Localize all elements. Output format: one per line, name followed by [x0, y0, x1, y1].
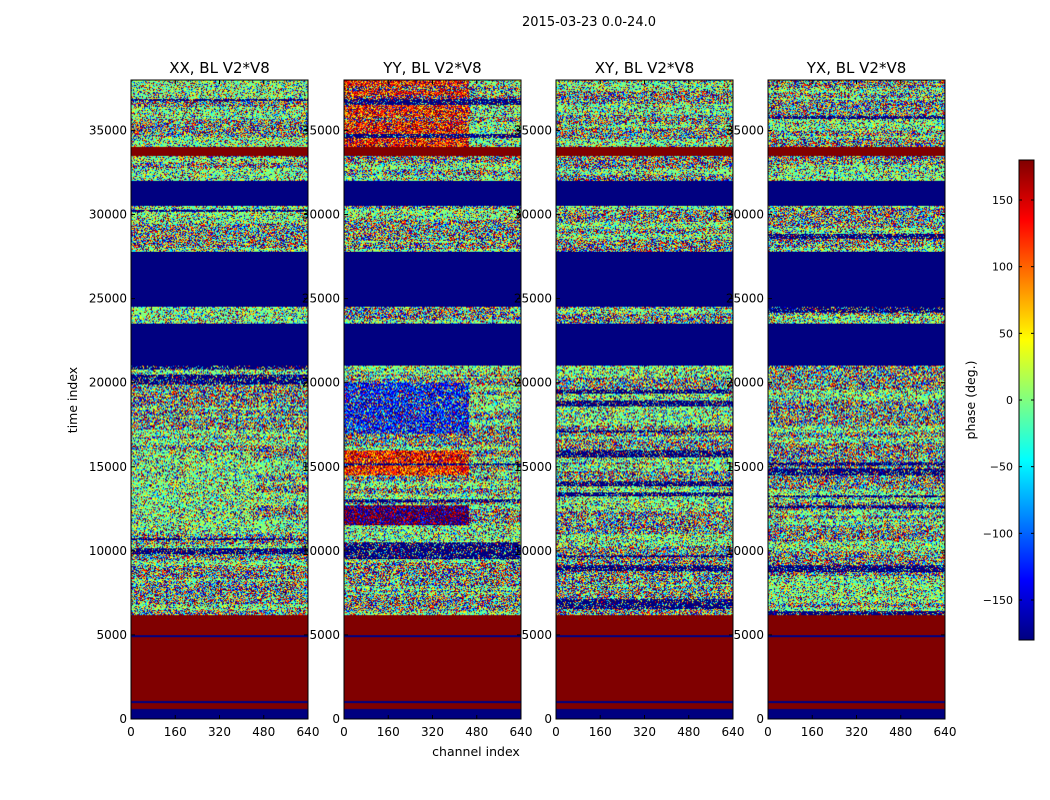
- x-tick-label: 480: [252, 725, 275, 739]
- x-tick-label: 160: [801, 725, 824, 739]
- y-tick-label: 35000: [726, 123, 764, 137]
- x-tick-label: 160: [377, 725, 400, 739]
- colorbar-label: phase (deg.): [963, 361, 978, 440]
- colorbar: 150 100 50 0 −50 −100 −150 phase (deg.): [963, 159, 1035, 641]
- colorbar-tick-label: −100: [983, 527, 1013, 540]
- y-tick-label: 5000: [733, 628, 764, 642]
- y-tick-label: 35000: [89, 123, 127, 137]
- heatmap-image: [131, 80, 308, 719]
- y-tick-label: 0: [332, 712, 340, 726]
- panel-title: XX, BL V2*V8: [169, 59, 270, 77]
- x-axis-label: channel index: [432, 744, 520, 759]
- x-tick-label: 0: [764, 725, 772, 739]
- y-tick-label: 15000: [89, 460, 127, 474]
- x-tick-label: 480: [889, 725, 912, 739]
- heatmap-panel-3: XY, BL V2*V8 0 160 320 480 640 0 5000 10000 15000…: [514, 59, 745, 739]
- x-tick-label: 640: [510, 725, 533, 739]
- colorbar-tick-label: 100: [992, 261, 1013, 274]
- colorbar-tick-label: −150: [983, 594, 1013, 607]
- y-tick-label: 15000: [302, 460, 340, 474]
- y-tick-label: 15000: [514, 460, 552, 474]
- heatmap-panel-2: YY, BL V2*V8 0 160 320 480 640 0 5000 10000 15000…: [302, 59, 533, 759]
- y-tick-label: 30000: [89, 208, 127, 222]
- y-tick-label: 30000: [514, 208, 552, 222]
- y-tick-label: 10000: [726, 544, 764, 558]
- x-tick-label: 160: [589, 725, 612, 739]
- x-tick-label: 0: [127, 725, 135, 739]
- y-tick-label: 30000: [302, 208, 340, 222]
- y-tick-label: 10000: [89, 544, 127, 558]
- y-tick-label: 0: [544, 712, 552, 726]
- x-tick-label: 640: [297, 725, 320, 739]
- y-tick-label: 20000: [302, 376, 340, 390]
- y-tick-label: 10000: [514, 544, 552, 558]
- panel-title: YX, BL V2*V8: [806, 59, 907, 77]
- x-tick-label: 0: [340, 725, 348, 739]
- x-tick-label: 320: [421, 725, 444, 739]
- x-tick-label: 480: [465, 725, 488, 739]
- colorbar-tick-label: 150: [992, 194, 1013, 207]
- y-tick-label: 20000: [514, 376, 552, 390]
- y-tick-label: 5000: [309, 628, 340, 642]
- colorbar-tick-label: 0: [1006, 394, 1013, 407]
- heatmap-image: [344, 80, 521, 719]
- y-tick-label: 5000: [96, 628, 127, 642]
- y-tick-label: 25000: [726, 292, 764, 306]
- y-tick-label: 35000: [302, 123, 340, 137]
- x-tick-label: 160: [164, 725, 187, 739]
- y-tick-label: 0: [756, 712, 764, 726]
- heatmap-image: [556, 80, 733, 719]
- x-tick-label: 320: [633, 725, 656, 739]
- y-tick-label: 10000: [302, 544, 340, 558]
- y-tick-label: 25000: [514, 292, 552, 306]
- y-tick-label: 5000: [521, 628, 552, 642]
- y-tick-label: 0: [119, 712, 127, 726]
- panel-title: YY, BL V2*V8: [382, 59, 481, 77]
- y-tick-label: 30000: [726, 208, 764, 222]
- y-tick-label: 35000: [514, 123, 552, 137]
- panel-title: XY, BL V2*V8: [595, 59, 695, 77]
- x-tick-label: 320: [208, 725, 231, 739]
- x-tick-label: 0: [552, 725, 560, 739]
- colorbar-tick-label: −50: [990, 461, 1013, 474]
- y-tick-label: 25000: [89, 292, 127, 306]
- x-tick-label: 480: [677, 725, 700, 739]
- x-tick-label: 640: [722, 725, 745, 739]
- figure-suptitle: 2015-03-23 0.0-24.0: [522, 15, 656, 30]
- y-tick-label: 20000: [89, 376, 127, 390]
- x-tick-label: 640: [934, 725, 957, 739]
- heatmap-panel-4: YX, BL V2*V8 0 160 320 480 640 0 5000 10000 15000…: [726, 59, 957, 739]
- heatmap-image: [768, 80, 945, 719]
- x-tick-label: 320: [845, 725, 868, 739]
- colorbar-tick-label: 50: [999, 327, 1013, 340]
- y-tick-label: 20000: [726, 376, 764, 390]
- y-tick-label: 25000: [302, 292, 340, 306]
- y-tick-label: 15000: [726, 460, 764, 474]
- heatmap-panel-1: XX, BL V2*V8 0 160 320 480 640 0 5000 10000 15000…: [65, 59, 319, 739]
- y-axis-label: time index: [65, 367, 80, 433]
